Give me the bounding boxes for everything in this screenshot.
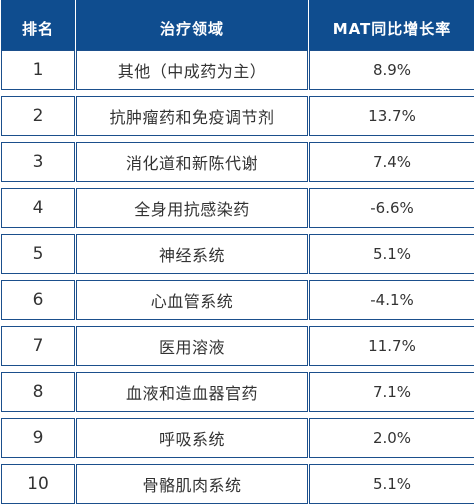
rank-cell: 9 [1,418,75,458]
domain-cell: 骨骼肌肉系统 [76,464,308,504]
domain-cell: 呼吸系统 [76,418,308,458]
mat-cell: -4.1% [309,280,474,320]
domain-cell: 抗肿瘤药和免疫调节剂 [76,96,308,136]
rank-cell: 8 [1,372,75,412]
rank-cell: 7 [1,326,75,366]
header-rank: 排名 [1,0,75,56]
domain-cell: 神经系统 [76,234,308,274]
rank-cell: 4 [1,188,75,228]
rank-cell: 2 [1,96,75,136]
mat-cell: 5.1% [309,464,474,504]
mat-cell: 11.7% [309,326,474,366]
rank-cell: 1 [1,50,75,90]
mat-cell: -6.6% [309,188,474,228]
rank-cell: 3 [1,142,75,182]
mat-cell: 13.7% [309,96,474,136]
rank-cell: 10 [1,464,75,504]
domain-cell: 全身用抗感染药 [76,188,308,228]
header-domain: 治疗领域 [76,0,308,56]
mat-cell: 5.1% [309,234,474,274]
mat-cell: 7.4% [309,142,474,182]
mat-cell: 7.1% [309,372,474,412]
mat-cell: 8.9% [309,50,474,90]
header-mat: MAT同比增长率 [309,0,474,56]
rank-cell: 6 [1,280,75,320]
domain-cell: 心血管系统 [76,280,308,320]
domain-cell: 其他（中成药为主） [76,50,308,90]
domain-cell: 消化道和新陈代谢 [76,142,308,182]
rank-cell: 5 [1,234,75,274]
domain-cell: 医用溶液 [76,326,308,366]
mat-cell: 2.0% [309,418,474,458]
domain-cell: 血液和造血器官药 [76,372,308,412]
